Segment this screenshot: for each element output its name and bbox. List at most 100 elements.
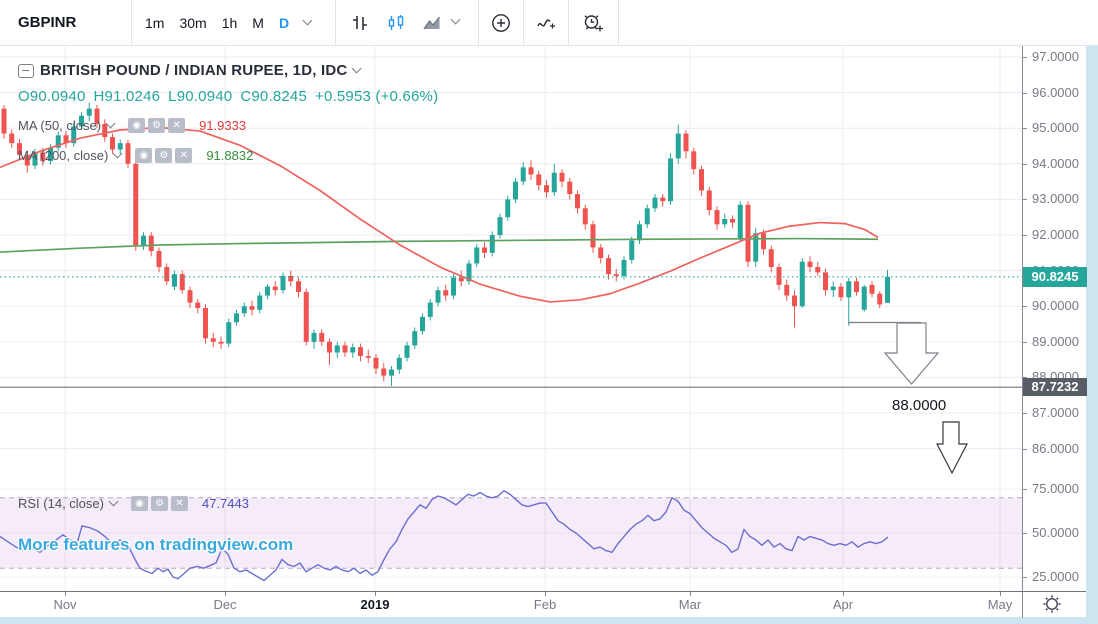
chevron-down-icon[interactable] (112, 148, 123, 159)
time-axis-label: Nov (53, 597, 77, 612)
visibility-icon[interactable]: ◉ (130, 496, 148, 511)
settings-icon[interactable]: ⚙ (148, 118, 166, 133)
time-axis-label: Mar (678, 597, 702, 612)
indicators-icon[interactable] (533, 9, 561, 37)
level-price-badge: 87.7232 (1023, 378, 1087, 397)
time-tick (225, 592, 226, 596)
close-icon[interactable]: ✕ (168, 118, 186, 133)
price-axis-label: 89.0000 (1032, 333, 1079, 349)
time-tick (65, 592, 66, 596)
chart-canvas[interactable] (0, 46, 1022, 591)
time-axis-label: Dec (213, 597, 237, 612)
price-tick (1023, 413, 1027, 414)
toolbar-separator (523, 0, 524, 45)
price-axis-label: 95.0000 (1032, 120, 1079, 136)
price-tick (1023, 92, 1027, 94)
chevron-down-icon[interactable] (108, 496, 119, 507)
time-axis-label: Apr (832, 597, 854, 612)
axis-corner-divider (1022, 592, 1023, 618)
price-axis-label: 97.0000 (1032, 49, 1079, 64)
interval-1m[interactable]: 1m (145, 14, 165, 31)
collapse-icon[interactable] (18, 63, 34, 78)
toolbar-separator (568, 0, 569, 45)
ohlc-readout: O90.0940 H91.0246 L90.0940 C90.8245 +0.5953 … (18, 88, 446, 105)
time-axis[interactable]: Nov Dec 2019 Feb Mar Apr May (0, 591, 1086, 618)
close-icon[interactable]: ✕ (170, 496, 188, 511)
rsi-axis-label: 25.0000 (1032, 569, 1079, 584)
time-tick (690, 592, 691, 596)
time-axis-label: Feb (533, 597, 557, 612)
compare-plus-icon[interactable] (487, 9, 515, 37)
ohlc-l: L90.0940 (168, 88, 233, 105)
symbol-button[interactable]: GBPINR (18, 14, 77, 31)
price-tick (1023, 306, 1027, 308)
indicator-buttons: ◉ ⚙ ✕ (135, 148, 193, 163)
time-tick (843, 592, 844, 596)
settings-icon[interactable]: ⚙ (155, 148, 173, 163)
indicator-buttons: ◉ ⚙ ✕ (128, 118, 186, 133)
toolbar-separator (131, 0, 132, 45)
candles-icon[interactable] (382, 9, 410, 37)
price-axis[interactable]: 97.0000 96.0000 95.0000 94.0000 93.0000 92.00… (1022, 46, 1087, 591)
toolbar-separator (618, 0, 619, 45)
price-axis-label: 87.0000 (1032, 405, 1079, 420)
tradingview-watermark-link[interactable]: More features on tradingview.com (18, 535, 294, 554)
close-icon[interactable]: ✕ (175, 148, 193, 163)
indicator-label[interactable]: RSI (14, close) (18, 496, 104, 511)
time-tick (545, 592, 546, 596)
annotation-price-label[interactable]: 88.0000 (892, 397, 947, 414)
rsi-tick (1023, 577, 1027, 578)
indicator-label[interactable]: MA (50, close) (18, 118, 102, 133)
indicator-value: 91.8832 (206, 148, 254, 163)
chevron-down-icon[interactable] (302, 15, 313, 26)
indicator-label[interactable]: MA (200, close) (18, 148, 109, 163)
current-price-badge: 90.8245 (1023, 266, 1087, 287)
chevron-down-icon[interactable] (450, 14, 461, 25)
rsi-tick (1023, 489, 1027, 490)
interval-D[interactable]: D (278, 14, 290, 31)
top-toolbar: GBPINR 1m 30m 1h M D (0, 0, 1098, 46)
settings-icon[interactable]: ⚙ (150, 496, 168, 511)
price-axis-label: 96.0000 (1032, 84, 1079, 100)
toolbar-separator (335, 0, 336, 45)
interval-group: 1m 30m 1h M D (141, 0, 313, 45)
page-background-right (1086, 46, 1098, 617)
time-axis-label: 2019 (360, 597, 390, 612)
time-tick (375, 592, 376, 596)
indicator-value: 47.7443 (201, 496, 249, 511)
change-readout: +0.5953 (+0.66%) (314, 88, 439, 105)
price-axis-label: 93.0000 (1032, 191, 1079, 207)
interval-1h[interactable]: 1h (221, 14, 238, 31)
indicator-buttons: ◉ ⚙ ✕ (130, 496, 188, 511)
rsi-axis-label: 50.0000 (1032, 525, 1079, 540)
chart-title[interactable]: BRITISH POUND / INDIAN RUPEE, 1D, IDC (40, 62, 348, 79)
visibility-icon[interactable]: ◉ (128, 118, 146, 133)
price-tick (1023, 448, 1027, 450)
price-tick (1023, 163, 1027, 165)
area-icon[interactable] (418, 9, 446, 37)
interval-M[interactable]: M (252, 14, 264, 31)
price-and-rsi-panels (0, 46, 1022, 591)
visibility-icon[interactable]: ◉ (135, 148, 153, 163)
interval-30m[interactable]: 30m (179, 14, 207, 31)
ohlc-o: O90.0940 (18, 88, 86, 105)
bars-icon[interactable] (346, 9, 374, 37)
price-tick (1023, 128, 1027, 130)
alert-icon[interactable] (580, 9, 608, 37)
price-tick (1023, 377, 1027, 379)
price-tick (1023, 199, 1027, 201)
chevron-down-icon[interactable] (351, 63, 362, 74)
ohlc-h: H91.0246 (93, 88, 161, 105)
rsi-axis-label: 75.0000 (1032, 481, 1079, 496)
price-tick (1023, 235, 1027, 236)
chevron-down-icon[interactable] (105, 118, 116, 129)
time-tick (1000, 592, 1001, 596)
chart-settings-gear-icon[interactable] (1032, 593, 1072, 615)
indicator-row-ma50: MA (50, close) ◉ ⚙ ✕ 91.9333 (18, 118, 246, 133)
ohlc-c: C90.8245 (240, 88, 307, 105)
indicator-row-ma200: MA (200, close) ◉ ⚙ ✕ 91.8832 (18, 148, 253, 163)
price-tick (1023, 341, 1027, 343)
price-axis-label: 94.0000 (1032, 155, 1079, 171)
price-tick (1023, 57, 1027, 58)
